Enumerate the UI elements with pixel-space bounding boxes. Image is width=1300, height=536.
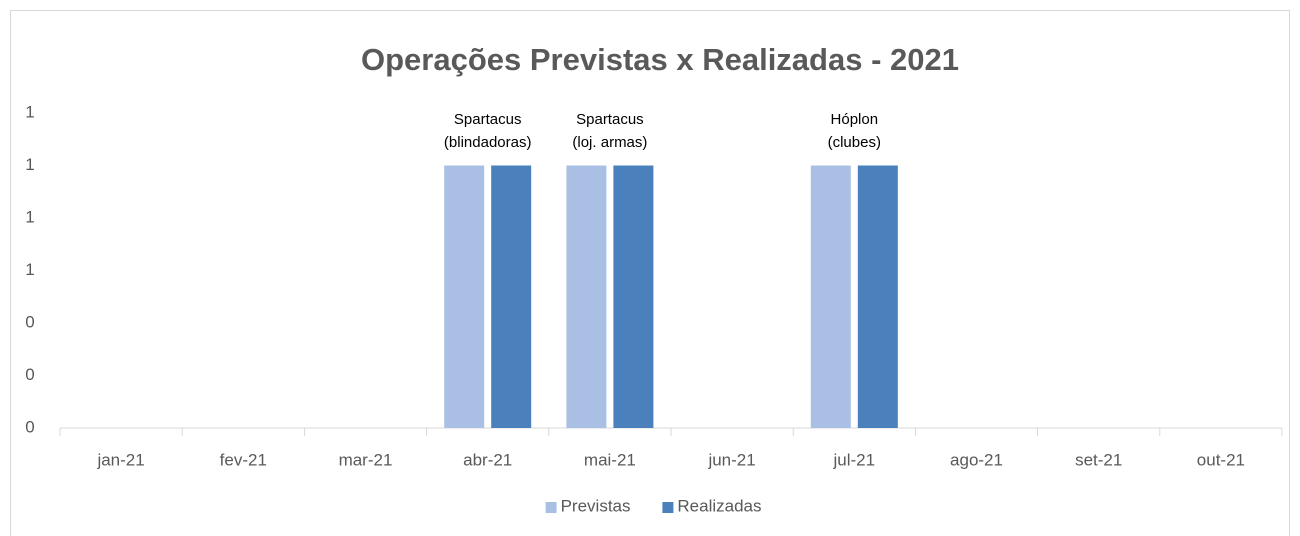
annotation: Spartacus (454, 111, 522, 128)
annotation: (clubes) (828, 134, 881, 151)
bar (444, 165, 485, 428)
y-tick-label: 1 (25, 155, 34, 174)
y-tick-label: 1 (25, 102, 34, 121)
x-tick-label: jan-21 (96, 450, 144, 469)
legend-swatch (662, 502, 674, 513)
x-tick-label: mar-21 (339, 450, 393, 469)
bar (491, 165, 532, 428)
x-tick-label: ago-21 (950, 450, 1003, 469)
bar (810, 165, 851, 428)
x-tick-label: mai-21 (584, 450, 636, 469)
y-tick-label: 0 (25, 365, 34, 384)
legend-label: Realizadas (677, 496, 761, 515)
y-tick-label: 1 (25, 260, 34, 279)
x-tick-label: abr-21 (463, 450, 512, 469)
annotation: (loj. armas) (572, 134, 647, 151)
y-tick-label: 1 (25, 207, 34, 226)
chart-title: Operações Previstas x Realizadas - 2021 (361, 42, 959, 77)
annotation: (blindadoras) (444, 134, 532, 151)
annotation: Spartacus (576, 111, 644, 128)
legend-swatch (545, 502, 557, 513)
y-tick-label: 0 (25, 417, 34, 436)
bar (566, 165, 607, 428)
x-tick-label: jun-21 (707, 450, 755, 469)
x-tick-label: jul-21 (833, 450, 876, 469)
x-tick-label: out-21 (1197, 450, 1245, 469)
x-tick-label: set-21 (1075, 450, 1122, 469)
bar (857, 165, 898, 428)
y-tick-label: 0 (25, 312, 34, 331)
annotation: Hóplon (831, 111, 879, 128)
x-tick-label: fev-21 (220, 450, 267, 469)
bar (613, 165, 654, 428)
legend-label: Previstas (561, 496, 631, 515)
